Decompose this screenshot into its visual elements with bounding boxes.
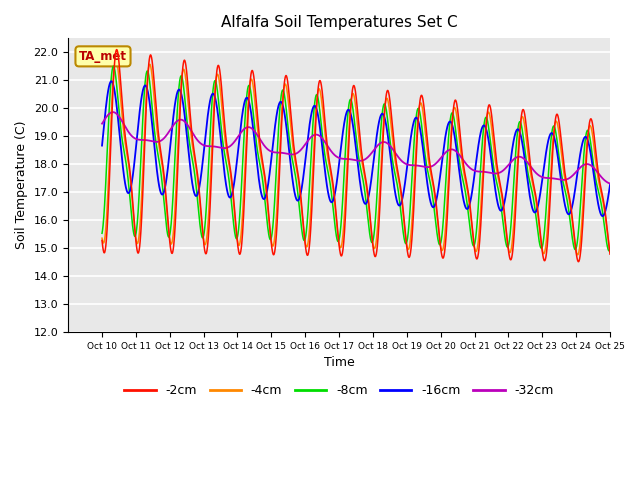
Legend: -2cm, -4cm, -8cm, -16cm, -32cm: -2cm, -4cm, -8cm, -16cm, -32cm [119, 379, 559, 402]
Text: TA_met: TA_met [79, 50, 127, 63]
Y-axis label: Soil Temperature (C): Soil Temperature (C) [15, 121, 28, 249]
Title: Alfalfa Soil Temperatures Set C: Alfalfa Soil Temperatures Set C [221, 15, 458, 30]
X-axis label: Time: Time [324, 356, 355, 369]
